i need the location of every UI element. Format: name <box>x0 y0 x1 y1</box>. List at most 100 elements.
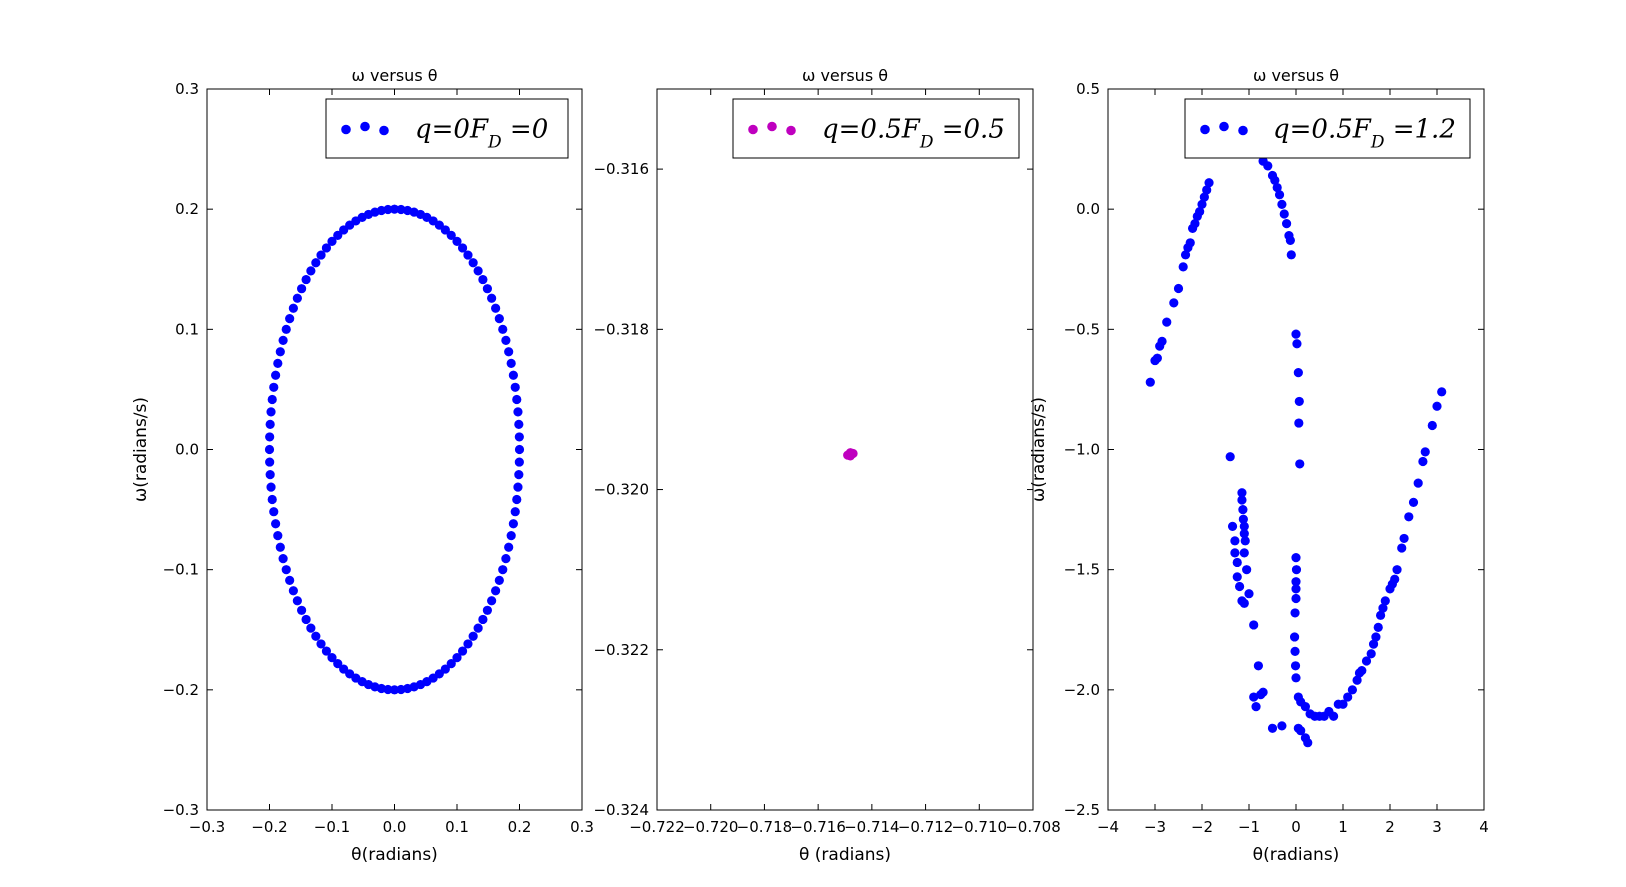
data-point <box>1239 598 1249 608</box>
data-point <box>1249 692 1259 702</box>
data-point <box>452 653 462 663</box>
legend-marker <box>360 121 370 132</box>
y-tick-label: −1.5 <box>1064 561 1100 579</box>
y-axis-label: ω(radians/s) <box>1029 397 1049 502</box>
panel-3: ω versus θ −4 −3 −2 −1 0 1 2 3 4 −2.5 −2.0 −1.5 −1.0 −… <box>1029 66 1489 865</box>
data-point <box>271 370 281 380</box>
x-tick-label: −0.712 <box>898 818 954 836</box>
data-point <box>301 274 311 285</box>
data-point <box>1227 521 1238 532</box>
data-point <box>1267 723 1278 733</box>
data-point <box>848 448 858 459</box>
data-point <box>1258 687 1268 697</box>
data-point <box>285 314 295 324</box>
data-point <box>501 335 511 345</box>
data-point <box>1357 666 1367 676</box>
data-point <box>339 225 349 235</box>
y-tick-label: −0.3 <box>163 801 199 819</box>
data-point <box>1285 235 1295 246</box>
data-point <box>478 614 488 625</box>
data-point <box>1427 420 1437 431</box>
data-point <box>1293 367 1303 378</box>
data-point <box>271 519 281 529</box>
data-point <box>266 407 276 417</box>
y-tick-label: 0.2 <box>175 200 199 218</box>
data-point <box>321 646 332 656</box>
chart-title: ω versus θ <box>1253 66 1339 85</box>
legend-marker <box>1200 124 1210 135</box>
x-tick-label: 2 <box>1385 818 1395 836</box>
data-point <box>311 258 321 268</box>
data-point <box>514 432 524 442</box>
data-point <box>1277 199 1287 209</box>
panel-1: ω versus θ −0.3 −0.2 −0.1 0.0 0.1 0.2 0.3 −0.3 −0… <box>131 66 594 865</box>
data-point <box>1263 161 1273 171</box>
data-point <box>1291 329 1301 339</box>
data-point <box>1152 353 1162 363</box>
data-point <box>506 531 516 541</box>
data-point <box>273 358 283 368</box>
y-tick-label: −2.5 <box>1064 801 1100 819</box>
data-point <box>494 314 504 324</box>
y-tick-label: 0.0 <box>1076 200 1100 218</box>
legend-marker <box>748 124 758 135</box>
panel-2: ω versus θ −0.722−0.720−0.718−0.716−0.714… <box>593 66 1060 865</box>
x-tick-label: −0.714 <box>844 818 900 836</box>
y-tick-label: −0.5 <box>1064 320 1100 338</box>
data-point <box>269 507 279 517</box>
legend: q=0.5FD =0.5 <box>732 98 1020 159</box>
data-point <box>504 347 514 357</box>
series-1 <box>843 448 858 461</box>
data-point <box>1225 452 1235 462</box>
data-point <box>446 230 456 240</box>
data-point <box>288 586 298 596</box>
data-point <box>267 394 277 405</box>
data-point <box>514 457 524 467</box>
data-point <box>1178 262 1188 272</box>
data-point <box>468 258 478 268</box>
data-point <box>1281 218 1292 229</box>
data-point <box>1413 478 1423 488</box>
x-tick-label: 0.1 <box>445 818 469 836</box>
data-point <box>1145 377 1155 387</box>
data-point <box>311 631 321 641</box>
data-point <box>1238 504 1248 515</box>
x-tick-label: 0 <box>1291 818 1301 836</box>
data-point <box>1371 632 1381 642</box>
x-tick-label: −0.718 <box>737 818 793 836</box>
data-point <box>463 250 473 260</box>
data-point <box>494 575 504 585</box>
data-point <box>491 303 501 313</box>
y-tick-label: −1.0 <box>1064 441 1100 459</box>
data-point <box>285 575 295 585</box>
data-point <box>1291 553 1301 563</box>
data-point <box>1343 692 1353 702</box>
data-point <box>512 494 522 505</box>
x-tick-label: −0.3 <box>189 818 225 836</box>
data-point <box>514 419 524 429</box>
data-point <box>288 303 298 313</box>
x-tick-label: −0.710 <box>952 818 1008 836</box>
data-point <box>498 324 508 334</box>
data-point <box>327 236 337 246</box>
y-tick-label: −0.320 <box>593 481 649 499</box>
data-point <box>339 664 349 674</box>
x-axis-label: θ(radians) <box>351 845 438 865</box>
data-point <box>452 236 462 246</box>
data-point <box>265 457 275 467</box>
data-point <box>264 444 275 455</box>
data-point <box>273 531 283 541</box>
data-point <box>301 614 311 625</box>
y-tick-label: 0.5 <box>1076 80 1100 98</box>
data-point <box>266 482 276 492</box>
data-point <box>281 324 291 334</box>
data-point <box>1392 565 1402 575</box>
data-point <box>1366 649 1376 659</box>
data-point <box>306 623 316 633</box>
legend-marker <box>379 125 389 136</box>
data-point <box>1291 565 1302 575</box>
x-axis-label: θ(radians) <box>1253 845 1340 865</box>
x-tick-label: −0.716 <box>790 818 846 836</box>
legend: q=0.5FD =1.2 <box>1184 98 1471 159</box>
y-tick-label: 0.1 <box>175 320 199 338</box>
